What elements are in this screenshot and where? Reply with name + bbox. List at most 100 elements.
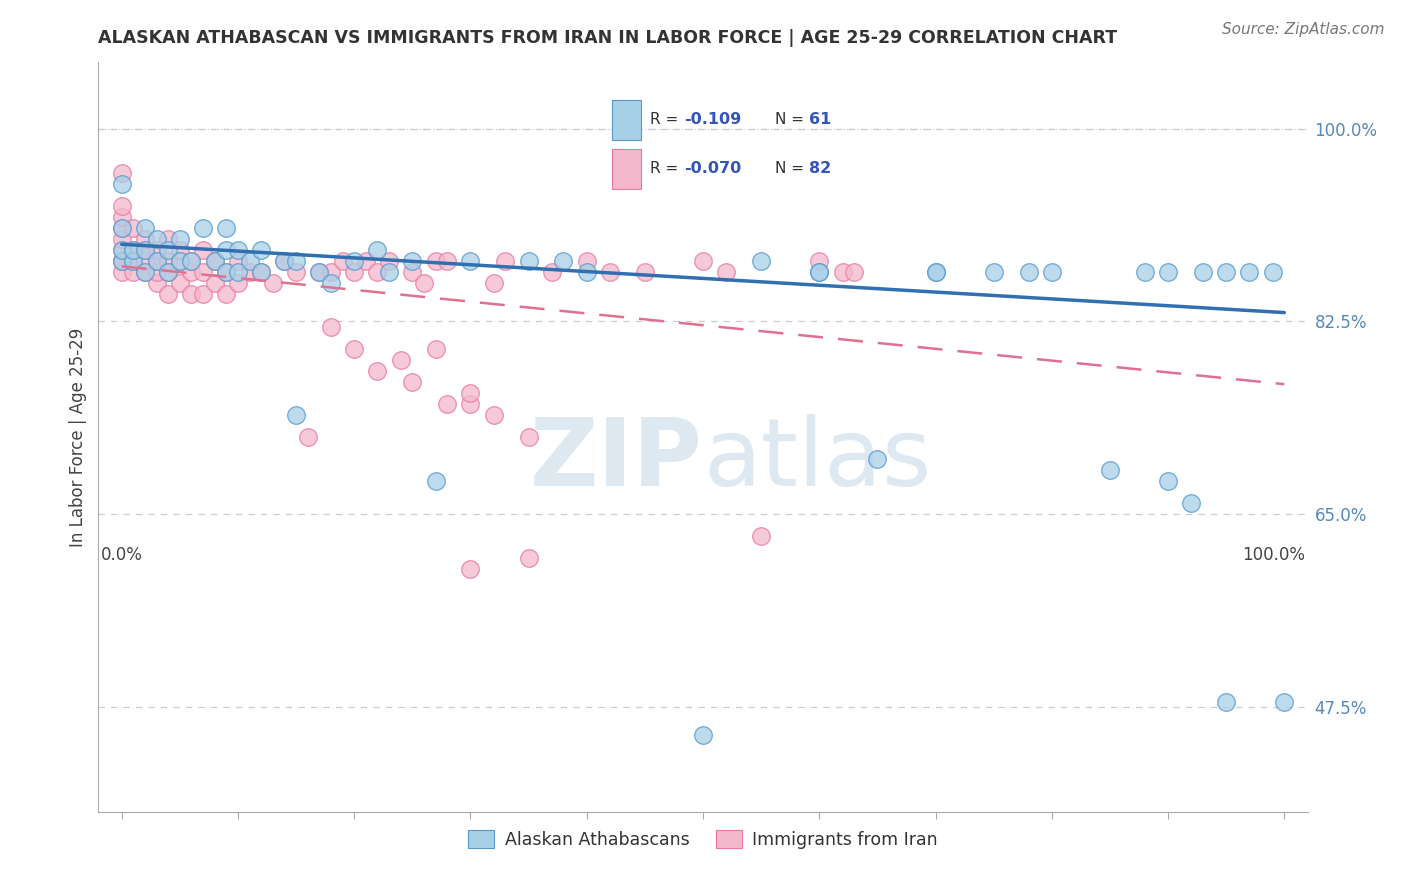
Point: [157, 265, 180, 279]
Point: [401, 375, 423, 389]
Point: [716, 265, 738, 279]
Point: [575, 265, 598, 279]
Point: [983, 265, 1005, 279]
Point: [285, 253, 308, 268]
Point: [111, 177, 134, 191]
Point: [111, 253, 134, 268]
Point: [436, 397, 458, 411]
Point: [262, 276, 284, 290]
Point: [157, 253, 180, 268]
Point: [831, 265, 853, 279]
Point: [191, 243, 214, 257]
Point: [343, 342, 366, 356]
Point: [145, 243, 167, 257]
Point: [122, 243, 145, 257]
Point: [239, 265, 262, 279]
Point: [169, 232, 191, 246]
Point: [634, 265, 657, 279]
Point: [517, 253, 540, 268]
Point: [157, 286, 180, 301]
Point: [134, 243, 156, 257]
Point: [1157, 265, 1180, 279]
Point: [169, 276, 191, 290]
Point: [122, 253, 145, 268]
Point: [145, 265, 167, 279]
Y-axis label: In Labor Force | Age 25-29: In Labor Force | Age 25-29: [69, 327, 87, 547]
Point: [111, 265, 134, 279]
Point: [215, 286, 238, 301]
Point: [808, 265, 831, 279]
Point: [273, 253, 295, 268]
Point: [1040, 265, 1063, 279]
Text: Source: ZipAtlas.com: Source: ZipAtlas.com: [1222, 22, 1385, 37]
Point: [425, 342, 447, 356]
Point: [808, 253, 831, 268]
Point: [180, 253, 202, 268]
Point: [145, 276, 167, 290]
Point: [378, 265, 401, 279]
Point: [145, 232, 167, 246]
Point: [460, 253, 482, 268]
Point: [308, 265, 330, 279]
Point: [494, 253, 516, 268]
Point: [1098, 463, 1121, 477]
Point: [575, 253, 598, 268]
Point: [169, 253, 191, 268]
Point: [134, 265, 156, 279]
Point: [250, 243, 273, 257]
Point: [191, 265, 214, 279]
Text: 0.0%: 0.0%: [101, 546, 142, 564]
Point: [157, 243, 180, 257]
Point: [924, 265, 946, 279]
Point: [169, 243, 191, 257]
Point: [378, 253, 401, 268]
Point: [482, 276, 505, 290]
Point: [808, 265, 831, 279]
Point: [111, 253, 134, 268]
Point: [413, 276, 436, 290]
Point: [111, 253, 134, 268]
Point: [354, 253, 377, 268]
Point: [134, 232, 156, 246]
Point: [1215, 265, 1237, 279]
Point: [343, 265, 366, 279]
Point: [1239, 265, 1261, 279]
Point: [273, 253, 295, 268]
Point: [180, 265, 202, 279]
Point: [924, 265, 946, 279]
Point: [145, 253, 167, 268]
Point: [517, 430, 540, 444]
Point: [226, 265, 249, 279]
Point: [191, 220, 214, 235]
Point: [482, 408, 505, 422]
Point: [308, 265, 330, 279]
Point: [215, 220, 238, 235]
Point: [226, 253, 249, 268]
Point: [749, 253, 772, 268]
Point: [1180, 496, 1202, 510]
Point: [1018, 265, 1040, 279]
Point: [250, 265, 273, 279]
Point: [401, 265, 423, 279]
Point: [134, 253, 156, 268]
Point: [204, 253, 226, 268]
Point: [122, 253, 145, 268]
Point: [111, 210, 134, 224]
Point: [111, 166, 134, 180]
Point: [1215, 694, 1237, 708]
Point: [285, 408, 308, 422]
Point: [866, 452, 889, 467]
Point: [111, 220, 134, 235]
Point: [366, 364, 388, 378]
Point: [1157, 474, 1180, 488]
Point: [460, 562, 482, 576]
Point: [319, 276, 342, 290]
Point: [366, 265, 388, 279]
Point: [366, 243, 388, 257]
Point: [215, 265, 238, 279]
Point: [215, 265, 238, 279]
Text: atlas: atlas: [703, 414, 931, 506]
Point: [226, 276, 249, 290]
Point: [285, 265, 308, 279]
Point: [1133, 265, 1156, 279]
